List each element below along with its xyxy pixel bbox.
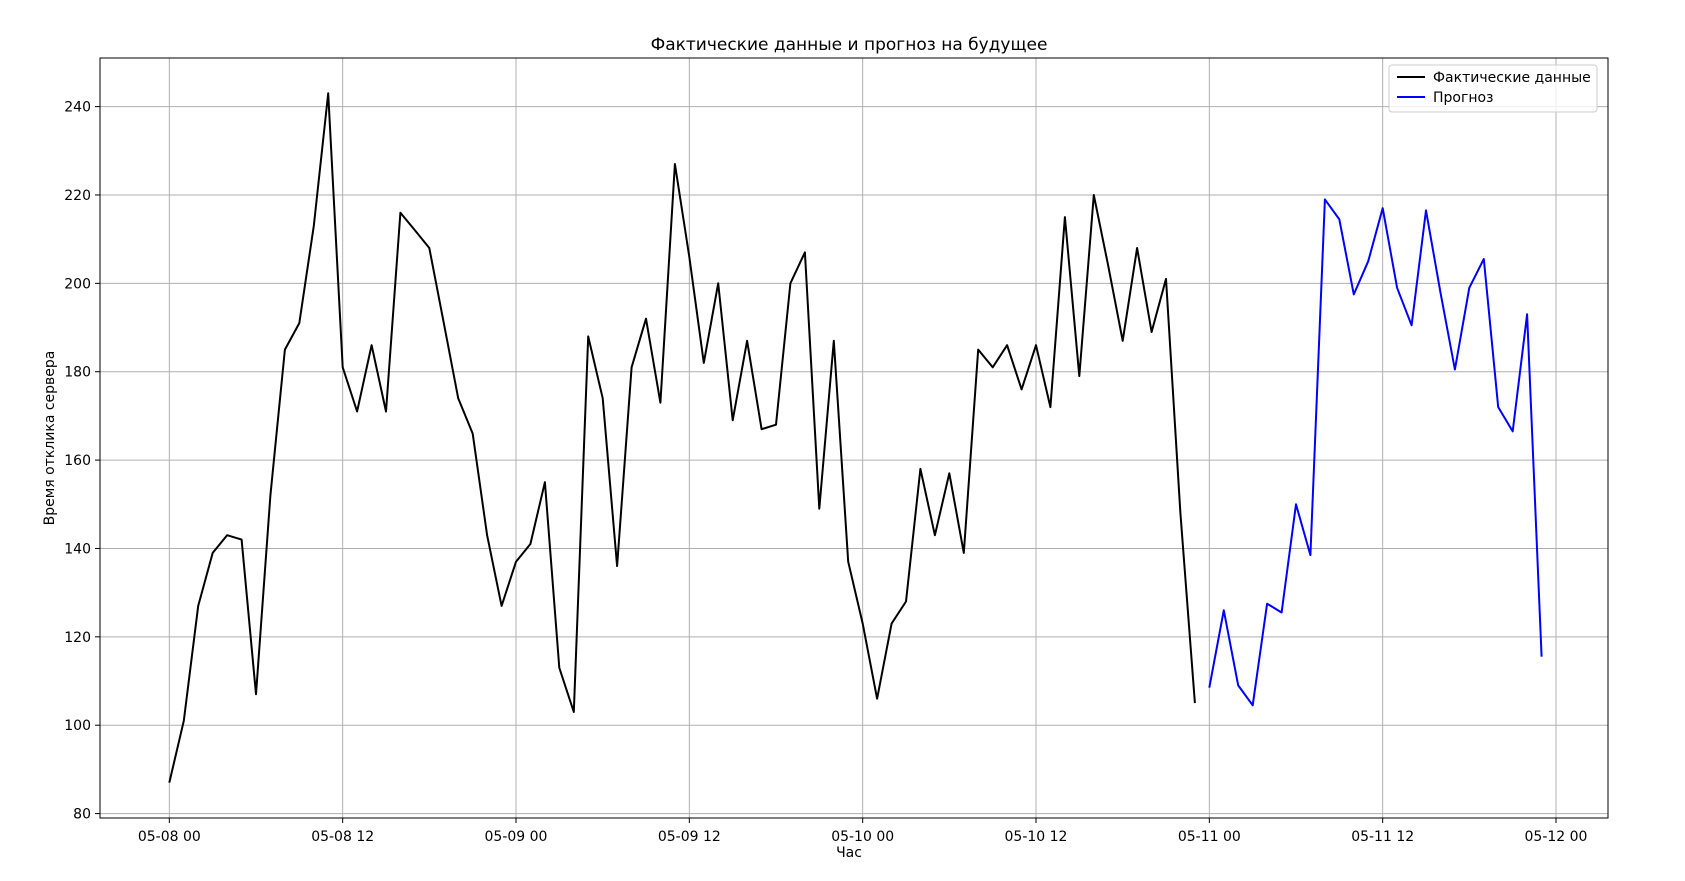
- legend-label-forecast: Прогноз: [1433, 90, 1494, 106]
- x-tick-label: 05-09 00: [485, 829, 548, 845]
- x-tick-label: 05-11 12: [1351, 829, 1414, 845]
- x-tick-label: 05-12 00: [1525, 829, 1588, 845]
- series-line-forecast: [1208, 198, 1543, 707]
- x-axis-label: Час: [836, 845, 862, 861]
- y-tick-label: 200: [64, 276, 91, 292]
- y-tick-label: 120: [64, 630, 91, 646]
- x-axis-ticks: 05-08 00 05-08 12 05-09 00 05-09 12 05-10 00…: [138, 818, 1588, 845]
- x-tick-label: 05-08 00: [138, 829, 201, 845]
- y-tick-label: 220: [64, 188, 91, 204]
- y-axis-label: Время отклика сервера: [42, 351, 58, 526]
- legend-box: [1388, 64, 1598, 113]
- y-tick-label: 100: [64, 718, 91, 734]
- x-tick-label: 05-08 12: [311, 829, 374, 845]
- y-axis-ticks: 80 100 120 140 160 180 200 220 240: [64, 100, 100, 823]
- y-tick-label: 160: [64, 453, 91, 469]
- chart-title: Фактические данные и прогноз на будущее: [651, 35, 1048, 55]
- series-layer: [168, 92, 1543, 783]
- x-tick-label: 05-11 00: [1178, 829, 1241, 845]
- x-tick-label: 05-09 12: [658, 829, 721, 845]
- y-tick-label: 80: [73, 807, 91, 823]
- y-tick-label: 180: [64, 365, 91, 381]
- axes-frame: [99, 57, 1609, 819]
- legend-label-actual: Фактические данные: [1433, 70, 1591, 86]
- x-tick-label: 05-10 12: [1005, 829, 1068, 845]
- legend: Фактические данные Прогноз: [1388, 64, 1598, 113]
- series-line-actual: [168, 92, 1196, 783]
- y-tick-label: 140: [64, 541, 91, 557]
- grid-lines: [100, 58, 1608, 818]
- x-tick-label: 05-10 00: [831, 829, 894, 845]
- y-tick-label: 240: [64, 100, 91, 116]
